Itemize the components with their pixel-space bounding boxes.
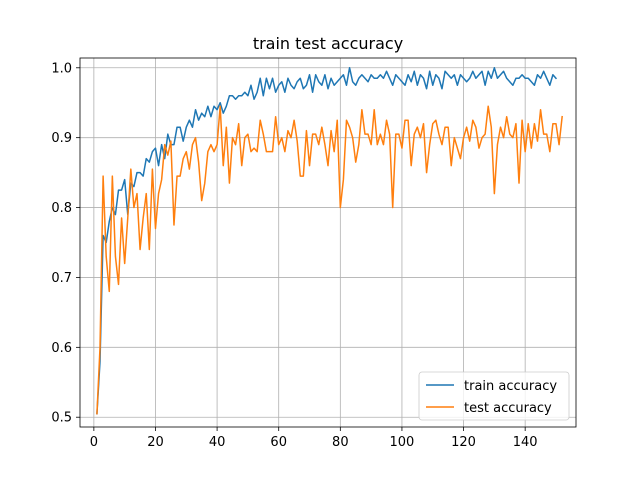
x-tick-label: 80	[332, 435, 349, 450]
grid	[80, 58, 576, 427]
series-layer	[96, 67, 563, 415]
x-axis: 0 20 40 60 80 100 120 140	[90, 427, 538, 450]
y-tick-label: 0.8	[51, 201, 72, 216]
series-line-train-accuracy	[96, 67, 558, 415]
x-tick-label: 140	[513, 435, 538, 450]
legend-label-train-accuracy: train accuracy	[464, 379, 557, 394]
y-tick-label: 0.9	[51, 131, 72, 146]
x-tick-label: 60	[270, 435, 287, 450]
y-axis: 0.5 0.6 0.7 0.8 0.9 1.0	[51, 61, 80, 426]
x-tick-label: 100	[390, 435, 415, 450]
y-tick-label: 1.0	[51, 61, 72, 76]
x-tick-label: 20	[147, 435, 164, 450]
x-tick-label: 0	[90, 435, 98, 450]
chart-title: train test accuracy	[253, 34, 403, 53]
legend-box	[418, 371, 570, 421]
legend-label-test-accuracy: test accuracy	[464, 401, 552, 416]
plot-frame	[79, 57, 577, 428]
legend: train accuracy test accuracy	[418, 371, 570, 421]
y-tick-label: 0.7	[51, 271, 72, 286]
series-line-test-accuracy	[96, 105, 563, 415]
x-tick-label: 120	[451, 435, 476, 450]
y-tick-label: 0.6	[51, 341, 72, 356]
x-tick-label: 40	[209, 435, 226, 450]
y-tick-label: 0.5	[51, 411, 72, 426]
